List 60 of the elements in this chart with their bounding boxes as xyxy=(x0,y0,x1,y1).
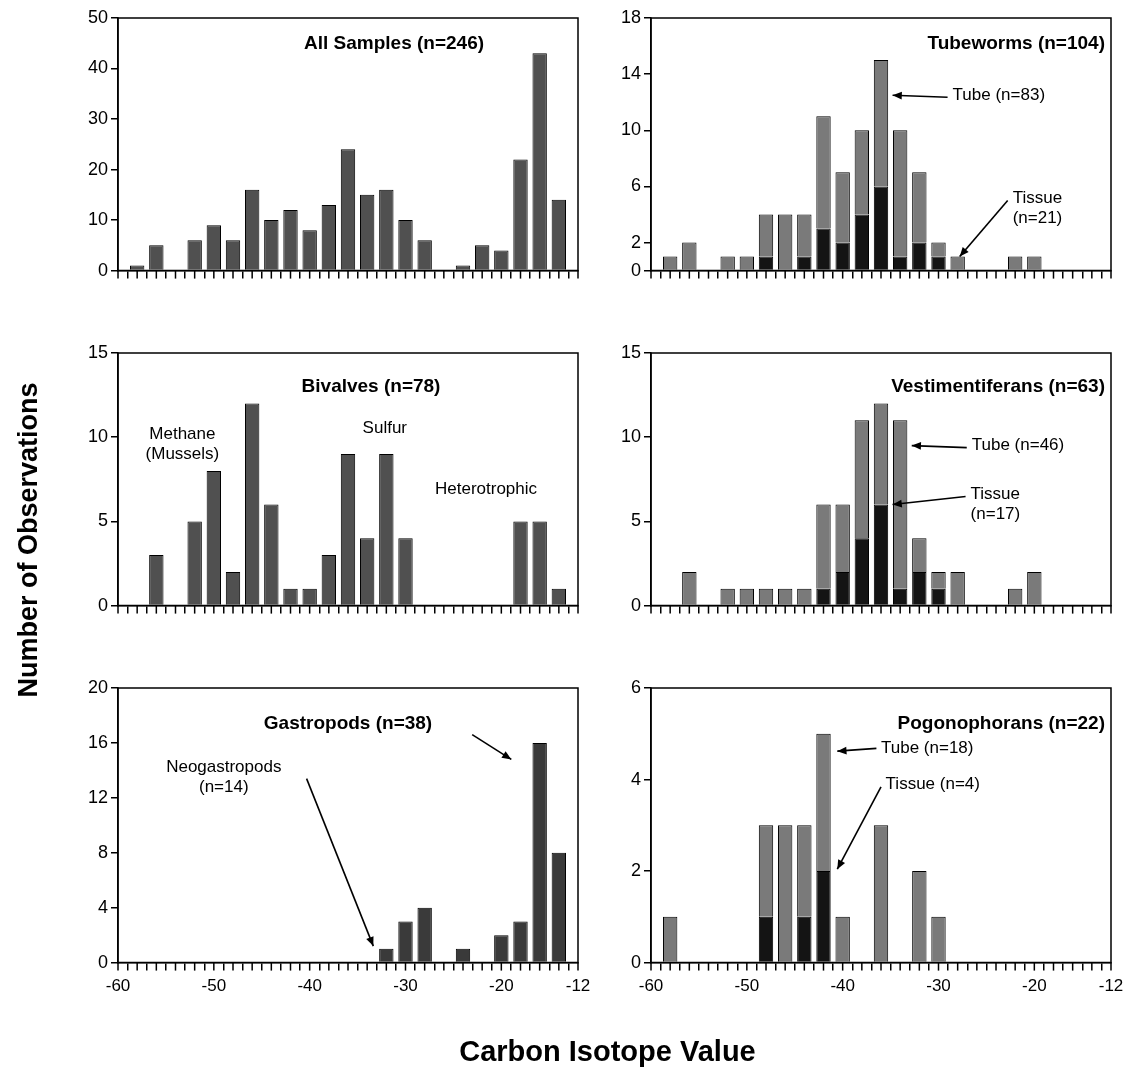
annotation: Tube (n=46) xyxy=(971,435,1065,455)
y-tick-label: 12 xyxy=(87,786,108,807)
y-tick-label: 50 xyxy=(87,6,108,27)
x-axis-title: Carbon Isotope Value xyxy=(458,1035,757,1068)
annotation: Tube (n=83) xyxy=(952,84,1046,104)
text: All Samples (n=246) xyxy=(303,32,485,54)
annotation: Tissue (n=17) xyxy=(970,484,1021,524)
text: Gastropods (n=38) xyxy=(263,712,433,734)
x-tick-label: -50 xyxy=(201,976,227,996)
y-tick-label: 30 xyxy=(87,108,108,129)
y-axis-title: Number of Observations xyxy=(12,382,44,698)
x-tick-label: -30 xyxy=(393,976,418,996)
y-tick-label: 10 xyxy=(620,119,641,140)
annotation: Heterotrophic xyxy=(434,479,538,499)
y-tick-label: 16 xyxy=(87,731,108,752)
text: Vestimentiferans (n=63) xyxy=(891,375,1105,397)
y-tick-label: 5 xyxy=(97,510,108,531)
text: Pogonophorans (n=22) xyxy=(897,712,1105,734)
x-tick-label: -12 xyxy=(565,976,591,996)
y-tick-label: 0 xyxy=(630,594,641,615)
annotation: Methane (Mussels) xyxy=(145,423,220,463)
x-tick-label: -20 xyxy=(1022,976,1047,996)
x-tick-label: -60 xyxy=(638,976,664,996)
y-tick-label: 6 xyxy=(630,175,641,196)
x-tick-label: -40 xyxy=(830,976,855,996)
y-tick-label: 5 xyxy=(630,510,641,531)
annotation: Tissue (n=21) xyxy=(1012,188,1063,228)
y-tick-label: 18 xyxy=(620,6,641,27)
y-tick-label: 0 xyxy=(97,594,108,615)
y-tick-label: 4 xyxy=(630,768,641,789)
y-tick-label: 0 xyxy=(97,951,108,972)
annotation: Neogastropods (n=14) xyxy=(166,757,282,797)
text: Bivalves (n=78) xyxy=(301,375,441,397)
y-tick-label: 0 xyxy=(630,951,641,972)
y-tick-label: 8 xyxy=(97,841,108,862)
annotation: Sulfur xyxy=(362,418,408,438)
y-tick-label: 0 xyxy=(630,259,641,280)
y-tick-label: 20 xyxy=(87,676,108,697)
annotation: Tissue (n=4) xyxy=(885,773,980,793)
x-tick-label: -30 xyxy=(926,976,951,996)
y-tick-label: 2 xyxy=(630,860,641,881)
x-tick-label: -12 xyxy=(1098,976,1124,996)
x-tick-label: -40 xyxy=(297,976,322,996)
y-tick-label: 6 xyxy=(630,676,641,697)
y-tick-label: 10 xyxy=(87,209,108,230)
y-tick-label: 0 xyxy=(97,259,108,280)
x-tick-label: -50 xyxy=(734,976,760,996)
y-tick-label: 14 xyxy=(620,63,641,84)
y-tick-label: 15 xyxy=(620,341,641,362)
y-tick-label: 20 xyxy=(87,158,108,179)
y-tick-label: 2 xyxy=(630,231,641,252)
y-tick-label: 10 xyxy=(620,426,641,447)
y-tick-label: 15 xyxy=(87,341,108,362)
x-tick-label: -60 xyxy=(105,976,131,996)
y-tick-label: 10 xyxy=(87,426,108,447)
x-tick-label: -20 xyxy=(489,976,514,996)
y-tick-label: 40 xyxy=(87,57,108,78)
text: Tubeworms (n=104) xyxy=(927,32,1105,54)
annotation: Tube (n=18) xyxy=(881,738,974,758)
y-tick-label: 4 xyxy=(97,896,108,917)
